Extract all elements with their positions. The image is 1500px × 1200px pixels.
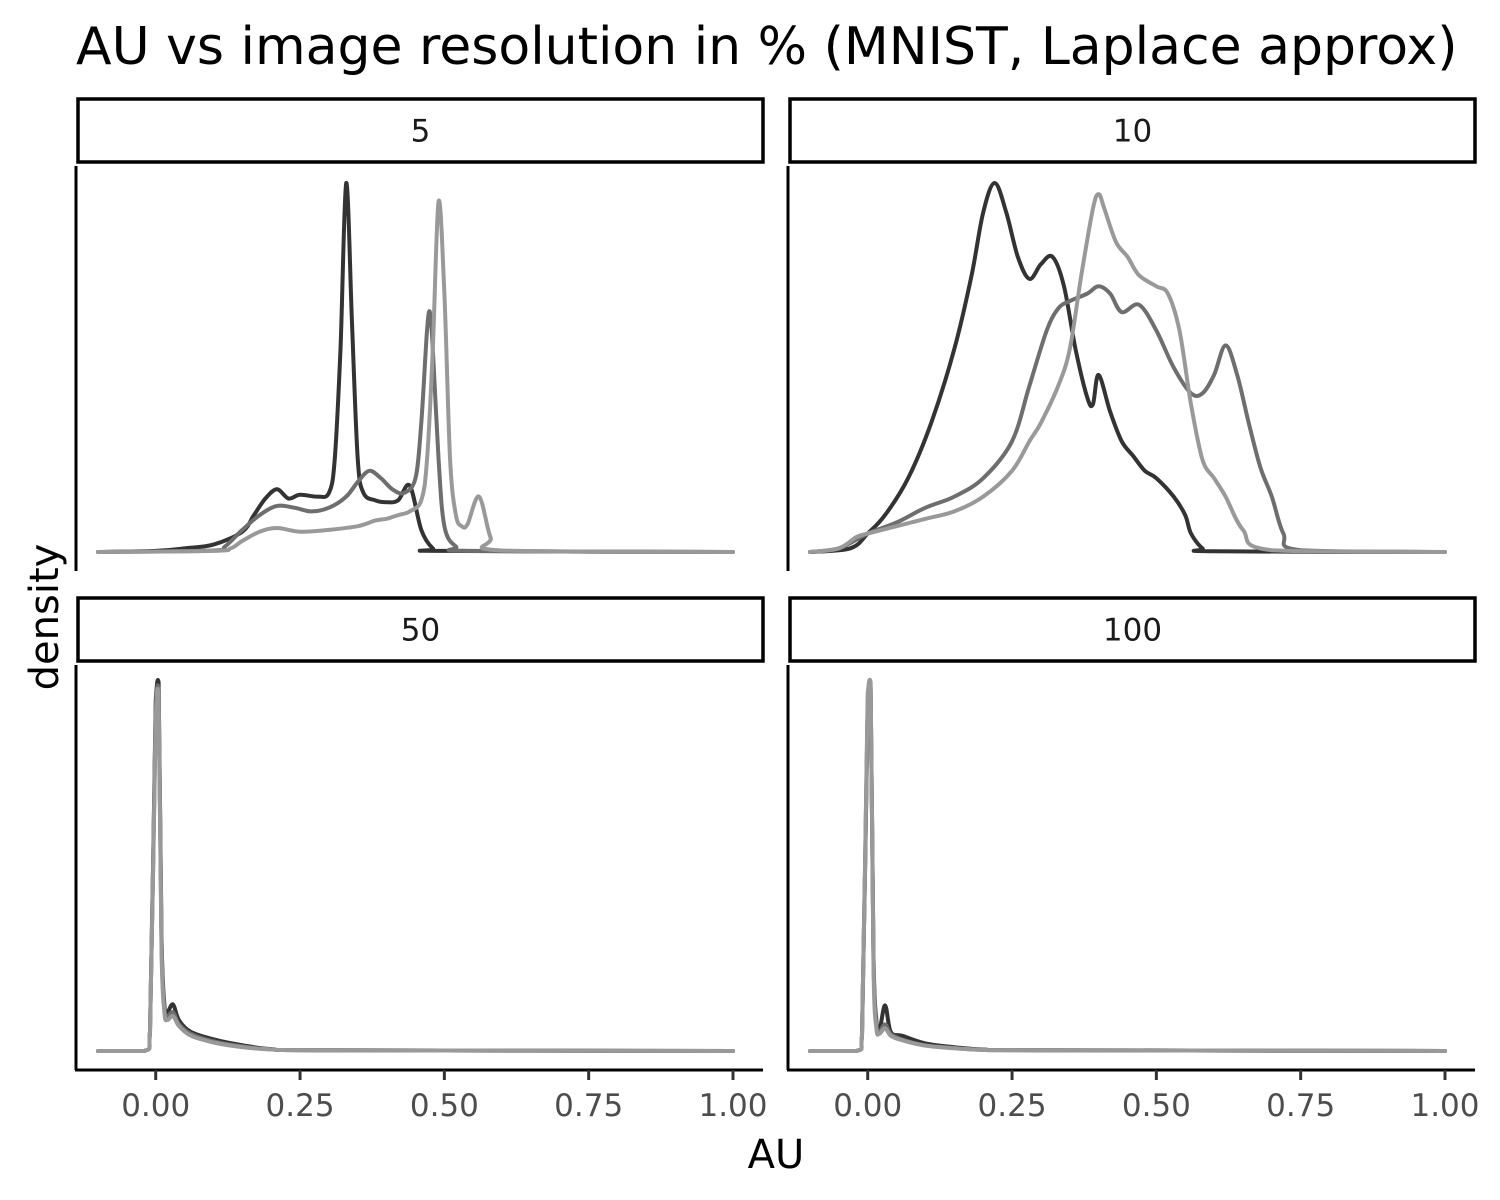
x-tick-label: 0.50 — [1122, 1088, 1191, 1124]
x-tick-label: 0.75 — [554, 1088, 623, 1124]
density-line-series-2 — [96, 683, 735, 1054]
density-line-series-1 — [808, 683, 1447, 1054]
density-line-series-2 — [808, 681, 1447, 1054]
density-line-series-1 — [96, 180, 735, 554]
x-tick-label: 0.00 — [121, 1088, 190, 1124]
density-line-series-3 — [96, 198, 735, 554]
facet-strip-box — [788, 596, 1477, 663]
facet-strip-label: 50 — [401, 613, 440, 649]
chart-title: AU vs image resolution in % (MNIST, Lapl… — [76, 17, 1457, 77]
facet-strip-label: 5 — [411, 114, 431, 150]
density-line-series-3 — [808, 192, 1447, 554]
density-line-series-3 — [808, 677, 1447, 1054]
facet-strip-box — [788, 97, 1477, 164]
x-tick-label: 0.25 — [266, 1088, 335, 1124]
density-line-series-1 — [808, 181, 1447, 554]
facet-strip-box — [76, 596, 765, 663]
density-line-series-1 — [96, 678, 735, 1054]
density-line-series-2 — [808, 284, 1447, 554]
facet-strip-label: 100 — [1103, 613, 1162, 649]
facet-panels: 5 10 50 0.00 0.25 0.50 0.75 1.00 100 0.00 0.25 0.50… — [74, 97, 1480, 1124]
x-tick-label: 1.00 — [698, 1088, 767, 1124]
facet-panel-10: 10 — [786, 97, 1477, 571]
facet-panel-5: 5 — [74, 97, 765, 571]
density-line-series-3 — [96, 686, 735, 1054]
facet-strip-label: 10 — [1113, 114, 1152, 150]
x-tick-label: 1.00 — [1410, 1088, 1479, 1124]
facet-panel-100: 100 0.00 0.25 0.50 0.75 1.00 — [786, 596, 1480, 1124]
x-tick-label: 0.50 — [410, 1088, 479, 1124]
facet-panel-50: 50 0.00 0.25 0.50 0.75 1.00 — [74, 596, 768, 1124]
x-tick-label: 0.00 — [833, 1088, 902, 1124]
facet-strip-box — [76, 97, 765, 164]
x-tick-label: 0.25 — [978, 1088, 1047, 1124]
density-line-series-2 — [96, 309, 735, 554]
x-tick-label: 0.75 — [1266, 1088, 1335, 1124]
x-axis-title: AU — [748, 1132, 805, 1178]
y-axis-title: density — [22, 544, 68, 691]
